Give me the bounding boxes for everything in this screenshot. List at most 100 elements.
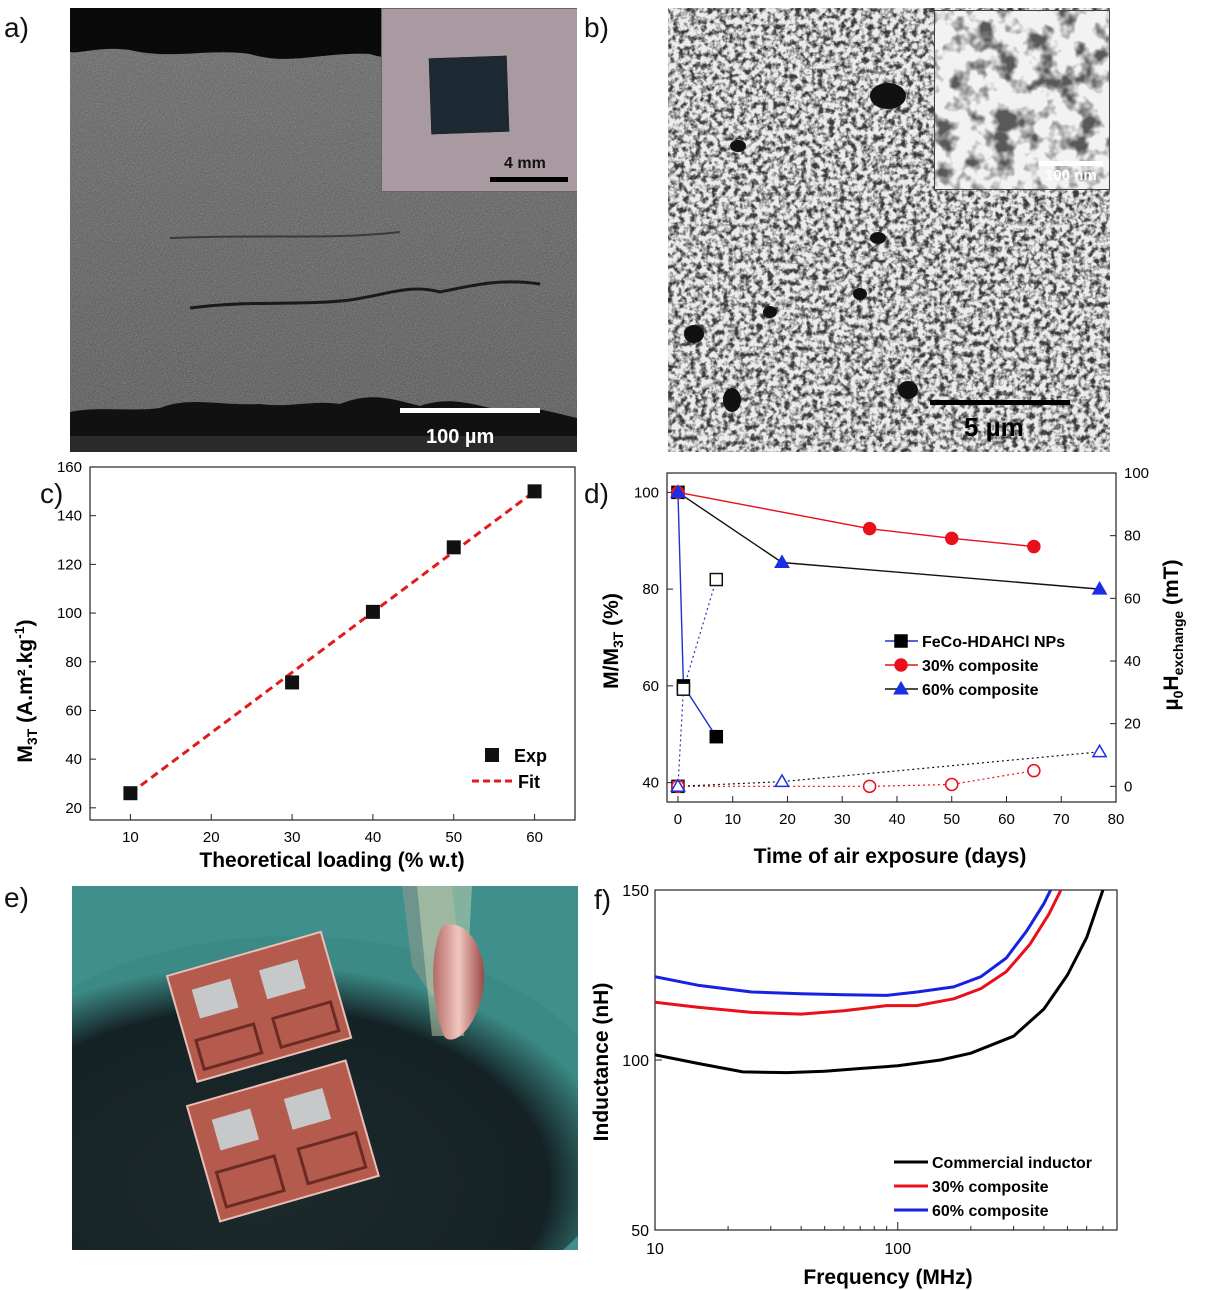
chart-d-xtick-label: 80 — [1108, 811, 1125, 828]
chart-d-data-point — [670, 484, 686, 498]
chart-c-data-point — [123, 786, 138, 801]
tem-inset-texture — [935, 11, 1109, 189]
chart-d-ylabel-right: µ0Hexchange (mT) — [1160, 560, 1186, 711]
chart-d-data-point — [1091, 743, 1108, 758]
chart-c-xtick-label: 10 — [122, 829, 139, 846]
chart-d-ylabel-right-sub1: 0 — [1170, 690, 1186, 698]
chart-f-axes: 10 100 50 100 150 — [622, 883, 1118, 1258]
chart-f-series-line — [655, 890, 1063, 1016]
chart-c-ytick-label: 40 — [65, 751, 82, 768]
legend-fit-label: Fit — [518, 772, 540, 792]
chart-d-marks — [670, 484, 1108, 794]
chart-d-series-line — [677, 751, 1100, 787]
chart-c-data-point — [446, 540, 461, 555]
sample-square — [428, 55, 510, 135]
chart-d-ytick-right-label: 100 — [1124, 465, 1149, 482]
chart-c-fit-line — [129, 490, 536, 795]
chart-d-data-point — [670, 778, 686, 792]
panel-d-label: d) — [584, 478, 609, 509]
chart-c-ylabel: M3T (A.m².kg-1) — [11, 619, 40, 762]
chart-d-ylabel-right-pre: µ — [1160, 698, 1183, 710]
chart-d-data-point — [709, 572, 724, 587]
chart-d-xtick-label: 0 — [674, 811, 682, 828]
chart-f-marks — [655, 890, 1105, 1075]
legend-commercial-label: Commercial inductor — [932, 1155, 1092, 1172]
chart-c-data-point — [365, 604, 380, 619]
chart-d-xtick-label: 10 — [724, 811, 741, 828]
tem-inset: 100 nm — [934, 10, 1110, 190]
chart-d-xtick-label: 40 — [889, 811, 906, 828]
chart-f-series-line — [655, 890, 1053, 997]
chart-d-data-point — [1027, 763, 1041, 778]
chart-c-ytick-label: 100 — [57, 605, 82, 622]
chart-d-xlabel: Time of air exposure (days) — [754, 845, 1027, 868]
chart-d-ylabel-right-sub2: exchange — [1170, 611, 1186, 676]
chart-c-marks — [123, 484, 542, 801]
chart-d-ytick-right-label: 80 — [1124, 528, 1141, 545]
chart-f-ytick-label: 150 — [622, 883, 649, 900]
chart-c-ytick-label: 20 — [65, 800, 82, 817]
sample-photo-inset: 4 mm — [381, 8, 577, 192]
chart-d-ylabel-right-mid: H — [1160, 675, 1183, 690]
chart-c-xtick-label: 50 — [445, 829, 462, 846]
chart-d-data-point — [944, 531, 959, 546]
chart-d-xtick-label: 70 — [1053, 811, 1070, 828]
chart-f-ytick-label: 50 — [631, 1223, 649, 1240]
chip-photo — [72, 886, 578, 1250]
chart-d-data-point — [774, 554, 790, 569]
chart-d-ytick-right-label: 40 — [1124, 653, 1141, 670]
chart-c-ytick-label: 80 — [65, 654, 82, 671]
tem-scale-bar — [930, 400, 1070, 405]
chart-d-xtick-label: 50 — [943, 811, 960, 828]
chart-d-axes: 0 10 20 30 40 50 60 70 80 40 60 80 100 0 20 40 60 80 100 — [634, 465, 1149, 828]
chart-d-xtick-label: 20 — [779, 811, 796, 828]
chip-photo-scene — [72, 886, 578, 1250]
chart-c-data-point — [527, 484, 542, 499]
chart-f-legend: Commercial inductor 30% composite 60% co… — [894, 1155, 1092, 1220]
chart-d-data-point — [1091, 581, 1108, 595]
chart-d-legend-marker — [894, 634, 908, 648]
chart-c-data-point — [285, 675, 300, 690]
chart-c-xtick-label: 30 — [284, 829, 301, 846]
chart-c-ytick-label: 160 — [57, 459, 82, 476]
chart-d-ytick-left-label: 60 — [642, 678, 659, 695]
panel-f-label: f) — [594, 884, 612, 915]
chart-d-series-line — [677, 492, 717, 738]
chart-c-xtick-label: 60 — [526, 829, 543, 846]
legend-exp-marker — [485, 748, 499, 762]
main-scale-label: 100 µm — [426, 426, 495, 448]
chip-lower — [185, 1059, 380, 1223]
chart-d-xtick-label: 60 — [998, 811, 1015, 828]
inset-scale-label: 4 mm — [504, 155, 546, 172]
chart-c-ylabel-main: M — [14, 745, 37, 763]
chart-d-data-point — [862, 521, 877, 536]
chart-f-ytick-label: 100 — [622, 1053, 649, 1070]
chart-c-ylabel-sub: 3T — [24, 728, 40, 745]
legend-60-label: 60% composite — [922, 682, 1039, 699]
legend-30-label: 30% composite — [922, 658, 1039, 675]
legend-exp-label: Exp — [514, 746, 547, 766]
chart-c-xtick-label: 20 — [203, 829, 220, 846]
tem-scale-label: 5 µm — [964, 412, 1024, 442]
tem-image: 100 nm 5 µm — [668, 8, 1110, 452]
chart-d-ytick-left-label: 40 — [642, 775, 659, 792]
chart-d-data-point — [862, 779, 877, 794]
chart-c-ylabel-unit: (A.m².kg — [14, 639, 37, 729]
legend-feco-label: FeCo-HDAHCl NPs — [922, 634, 1065, 651]
chart-f-xlabel: Frequency (MHz) — [803, 1266, 972, 1289]
chart-d-ylabel-right-unit: (mT) — [1160, 560, 1183, 611]
chart-d-ytick-right-label: 60 — [1124, 590, 1141, 607]
chart-d-data-point — [774, 773, 790, 788]
chart-d-legend-marker — [894, 658, 908, 672]
chart-d-ytick-left-label: 100 — [634, 484, 659, 501]
chart-d-legend: FeCo-HDAHCl NPs 30% composite 60% compos… — [885, 634, 1065, 699]
chart-f-series-line — [655, 890, 1105, 1075]
chart-d-ytick-left-label: 80 — [642, 581, 659, 598]
chart-d-data-point — [676, 682, 691, 696]
panel-e-label: e) — [4, 882, 29, 913]
chart-c-ylabel-sup: -1 — [11, 626, 27, 639]
chart-d-ytick-right-label: 20 — [1124, 716, 1141, 733]
chart-d-data-point — [944, 777, 959, 792]
chart-c-ytick-label: 60 — [65, 702, 82, 719]
chart-f-ylabel: Inductance (nH) — [590, 983, 613, 1142]
